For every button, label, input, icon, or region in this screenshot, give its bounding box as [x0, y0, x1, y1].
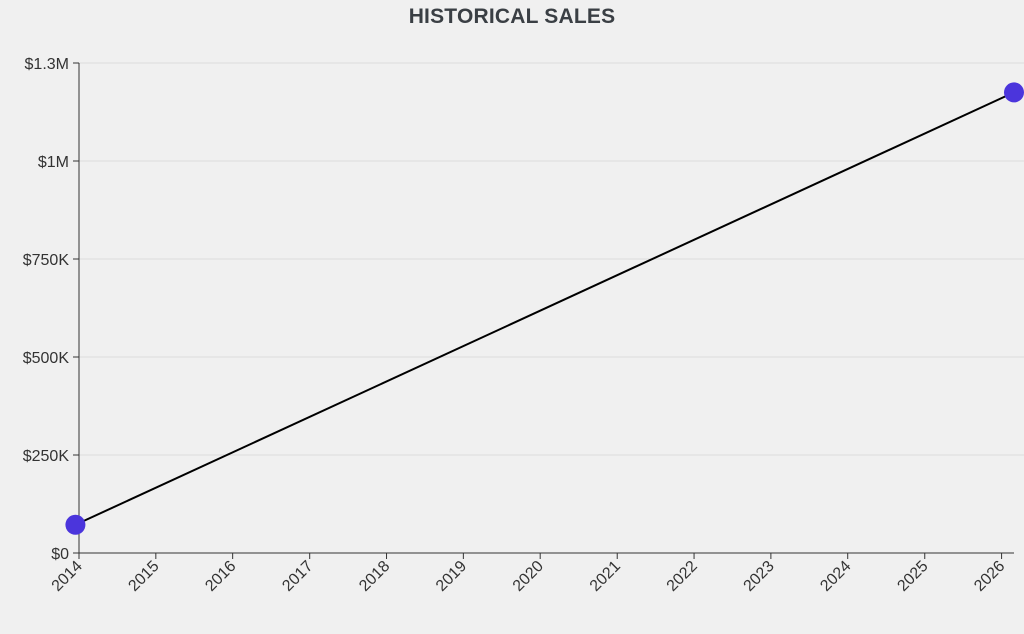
data-point[interactable]: [65, 514, 86, 535]
y-axis: $0 $250K $500K $750K $1M $1.3M: [23, 56, 80, 563]
x-tick-label: 2015: [125, 558, 162, 595]
grid-lines: [79, 62, 1024, 456]
x-tick-label: 2020: [510, 558, 547, 595]
x-tick-label: 2019: [433, 558, 470, 595]
series-line: [75, 91, 1015, 526]
data-point[interactable]: [1004, 82, 1024, 103]
x-tick-label: 2024: [817, 558, 854, 595]
x-tick-label: 2022: [664, 558, 701, 595]
series-lines: [75, 91, 1015, 526]
y-tick-label: $250K: [23, 448, 70, 465]
series-points: [65, 82, 1024, 535]
y-tick-label: $1M: [38, 154, 69, 171]
chart-title: HISTORICAL SALES: [408, 5, 616, 28]
y-tick-label: $1.3M: [25, 56, 69, 73]
x-tick-label: 2021: [587, 558, 624, 595]
y-tick-label: $750K: [23, 252, 70, 269]
x-axis: 2014 2015 2016 2017 2018 2019 2020 2021 2022 2023…: [49, 552, 1014, 595]
x-tick-label: 2023: [741, 558, 778, 595]
y-tick-label: $0: [51, 546, 69, 563]
x-tick-label: 2018: [356, 558, 393, 595]
x-tick-label: 2025: [894, 558, 931, 595]
x-tick-label: 2017: [279, 558, 316, 595]
x-tick-label: 2016: [202, 558, 239, 595]
y-tick-label: $500K: [23, 350, 70, 367]
x-tick-label: 2014: [49, 558, 86, 595]
x-tick-label: 2026: [971, 558, 1008, 595]
